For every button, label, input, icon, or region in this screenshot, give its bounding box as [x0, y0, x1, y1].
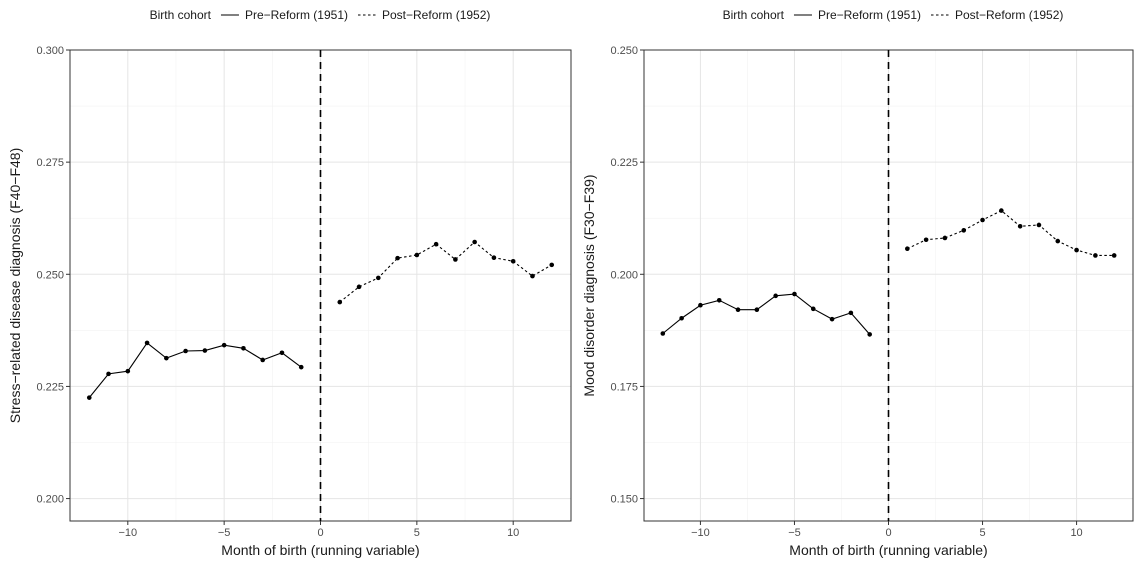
y-tick-label: 0.200 — [36, 494, 64, 506]
data-point — [980, 217, 985, 223]
data-point — [376, 275, 381, 281]
data-point — [1093, 253, 1098, 258]
x-tick-label: 5 — [414, 527, 420, 539]
data-point — [433, 241, 439, 247]
chart-panel-2: −10 −5 0 5 10 0.150 0.175 0.200 0.225 0.250 Month … — [581, 8, 1134, 558]
y-tick-label: 0.175 — [610, 381, 638, 393]
x-tick-label: −5 — [788, 527, 801, 539]
data-point — [183, 348, 188, 354]
data-point — [221, 342, 227, 348]
series-line-post-reform — [907, 209, 1115, 256]
data-point — [260, 357, 265, 363]
y-axis-title: Stress−related disease diagnosis (F40−F4… — [7, 148, 23, 423]
data-point — [1111, 253, 1117, 258]
data-point — [202, 348, 208, 353]
data-point — [395, 255, 400, 261]
data-point — [510, 258, 516, 264]
legend: Birth cohort Pre−Reform (1951) Post−Reform… — [723, 8, 1064, 22]
data-point — [356, 284, 362, 290]
legend-entry-label: Pre−Reform (1951) — [245, 8, 348, 22]
legend-title: Birth cohort — [723, 8, 785, 22]
data-point — [125, 368, 131, 374]
data-point — [144, 340, 150, 346]
data-point — [773, 293, 778, 299]
x-tick-label: 10 — [507, 527, 519, 539]
data-point — [829, 316, 835, 322]
data-point — [942, 235, 948, 241]
x-tick-label: 0 — [317, 527, 323, 539]
data-point — [905, 246, 910, 252]
data-point — [164, 355, 169, 361]
data-point — [867, 332, 872, 337]
data-point — [106, 371, 111, 377]
data-point — [549, 262, 555, 268]
data-point — [530, 273, 535, 279]
data-point — [1017, 223, 1023, 229]
y-tick-label: 0.200 — [610, 269, 638, 281]
y-tick-label: 0.300 — [36, 45, 64, 57]
series-line-post-reform — [339, 241, 553, 303]
y-tick-label: 0.225 — [36, 381, 64, 393]
data-point — [1074, 247, 1079, 253]
data-point — [848, 310, 854, 316]
data-point — [754, 307, 760, 313]
x-tick-label: 10 — [1070, 527, 1082, 539]
data-point — [660, 331, 666, 336]
x-tick-label: −10 — [691, 527, 710, 539]
data-point — [279, 350, 285, 356]
data-point — [792, 291, 797, 297]
data-point — [810, 306, 816, 312]
data-point — [716, 298, 722, 303]
data-point — [337, 299, 343, 305]
y-axis-title: Mood disorder diagnosis (F30−F39) — [581, 174, 597, 396]
series-line-pre-reform — [662, 293, 871, 335]
data-point — [491, 255, 497, 260]
x-tick-label: −5 — [218, 527, 231, 539]
x-tick-label: −10 — [118, 527, 137, 539]
x-axis-title: Month of birth (running variable) — [221, 542, 419, 558]
series-line-pre-reform — [88, 342, 302, 398]
x-tick-label: 0 — [885, 527, 891, 539]
data-point — [698, 302, 703, 308]
data-point — [453, 257, 458, 262]
legend-entry-label: Pre−Reform (1951) — [818, 8, 921, 22]
legend: Birth cohort Pre−Reform (1951) Post−Reform… — [150, 8, 491, 22]
y-tick-label: 0.225 — [610, 157, 638, 169]
x-axis-title: Month of birth (running variable) — [789, 542, 987, 558]
legend-entry-label: Post−Reform (1952) — [955, 8, 1063, 22]
data-point — [86, 395, 92, 400]
y-tick-label: 0.275 — [36, 157, 64, 169]
data-point — [679, 315, 684, 321]
data-point — [999, 208, 1004, 213]
data-point — [923, 237, 929, 243]
chart-panel-1: −10 −5 0 5 10 0.200 0.225 0.250 0.275 0.300 Month … — [7, 8, 572, 558]
data-point — [961, 228, 967, 233]
data-point — [472, 239, 477, 245]
data-point — [241, 346, 246, 351]
data-point — [735, 307, 741, 313]
data-point — [1036, 222, 1042, 228]
y-tick-label: 0.250 — [36, 269, 64, 281]
data-point — [414, 252, 420, 258]
data-point — [1055, 238, 1061, 244]
data-point — [298, 364, 304, 370]
legend-title: Birth cohort — [150, 8, 212, 22]
y-tick-label: 0.150 — [610, 494, 638, 506]
x-tick-label: 5 — [979, 527, 985, 539]
legend-entry-label: Post−Reform (1952) — [382, 8, 490, 22]
y-tick-label: 0.250 — [610, 45, 638, 57]
